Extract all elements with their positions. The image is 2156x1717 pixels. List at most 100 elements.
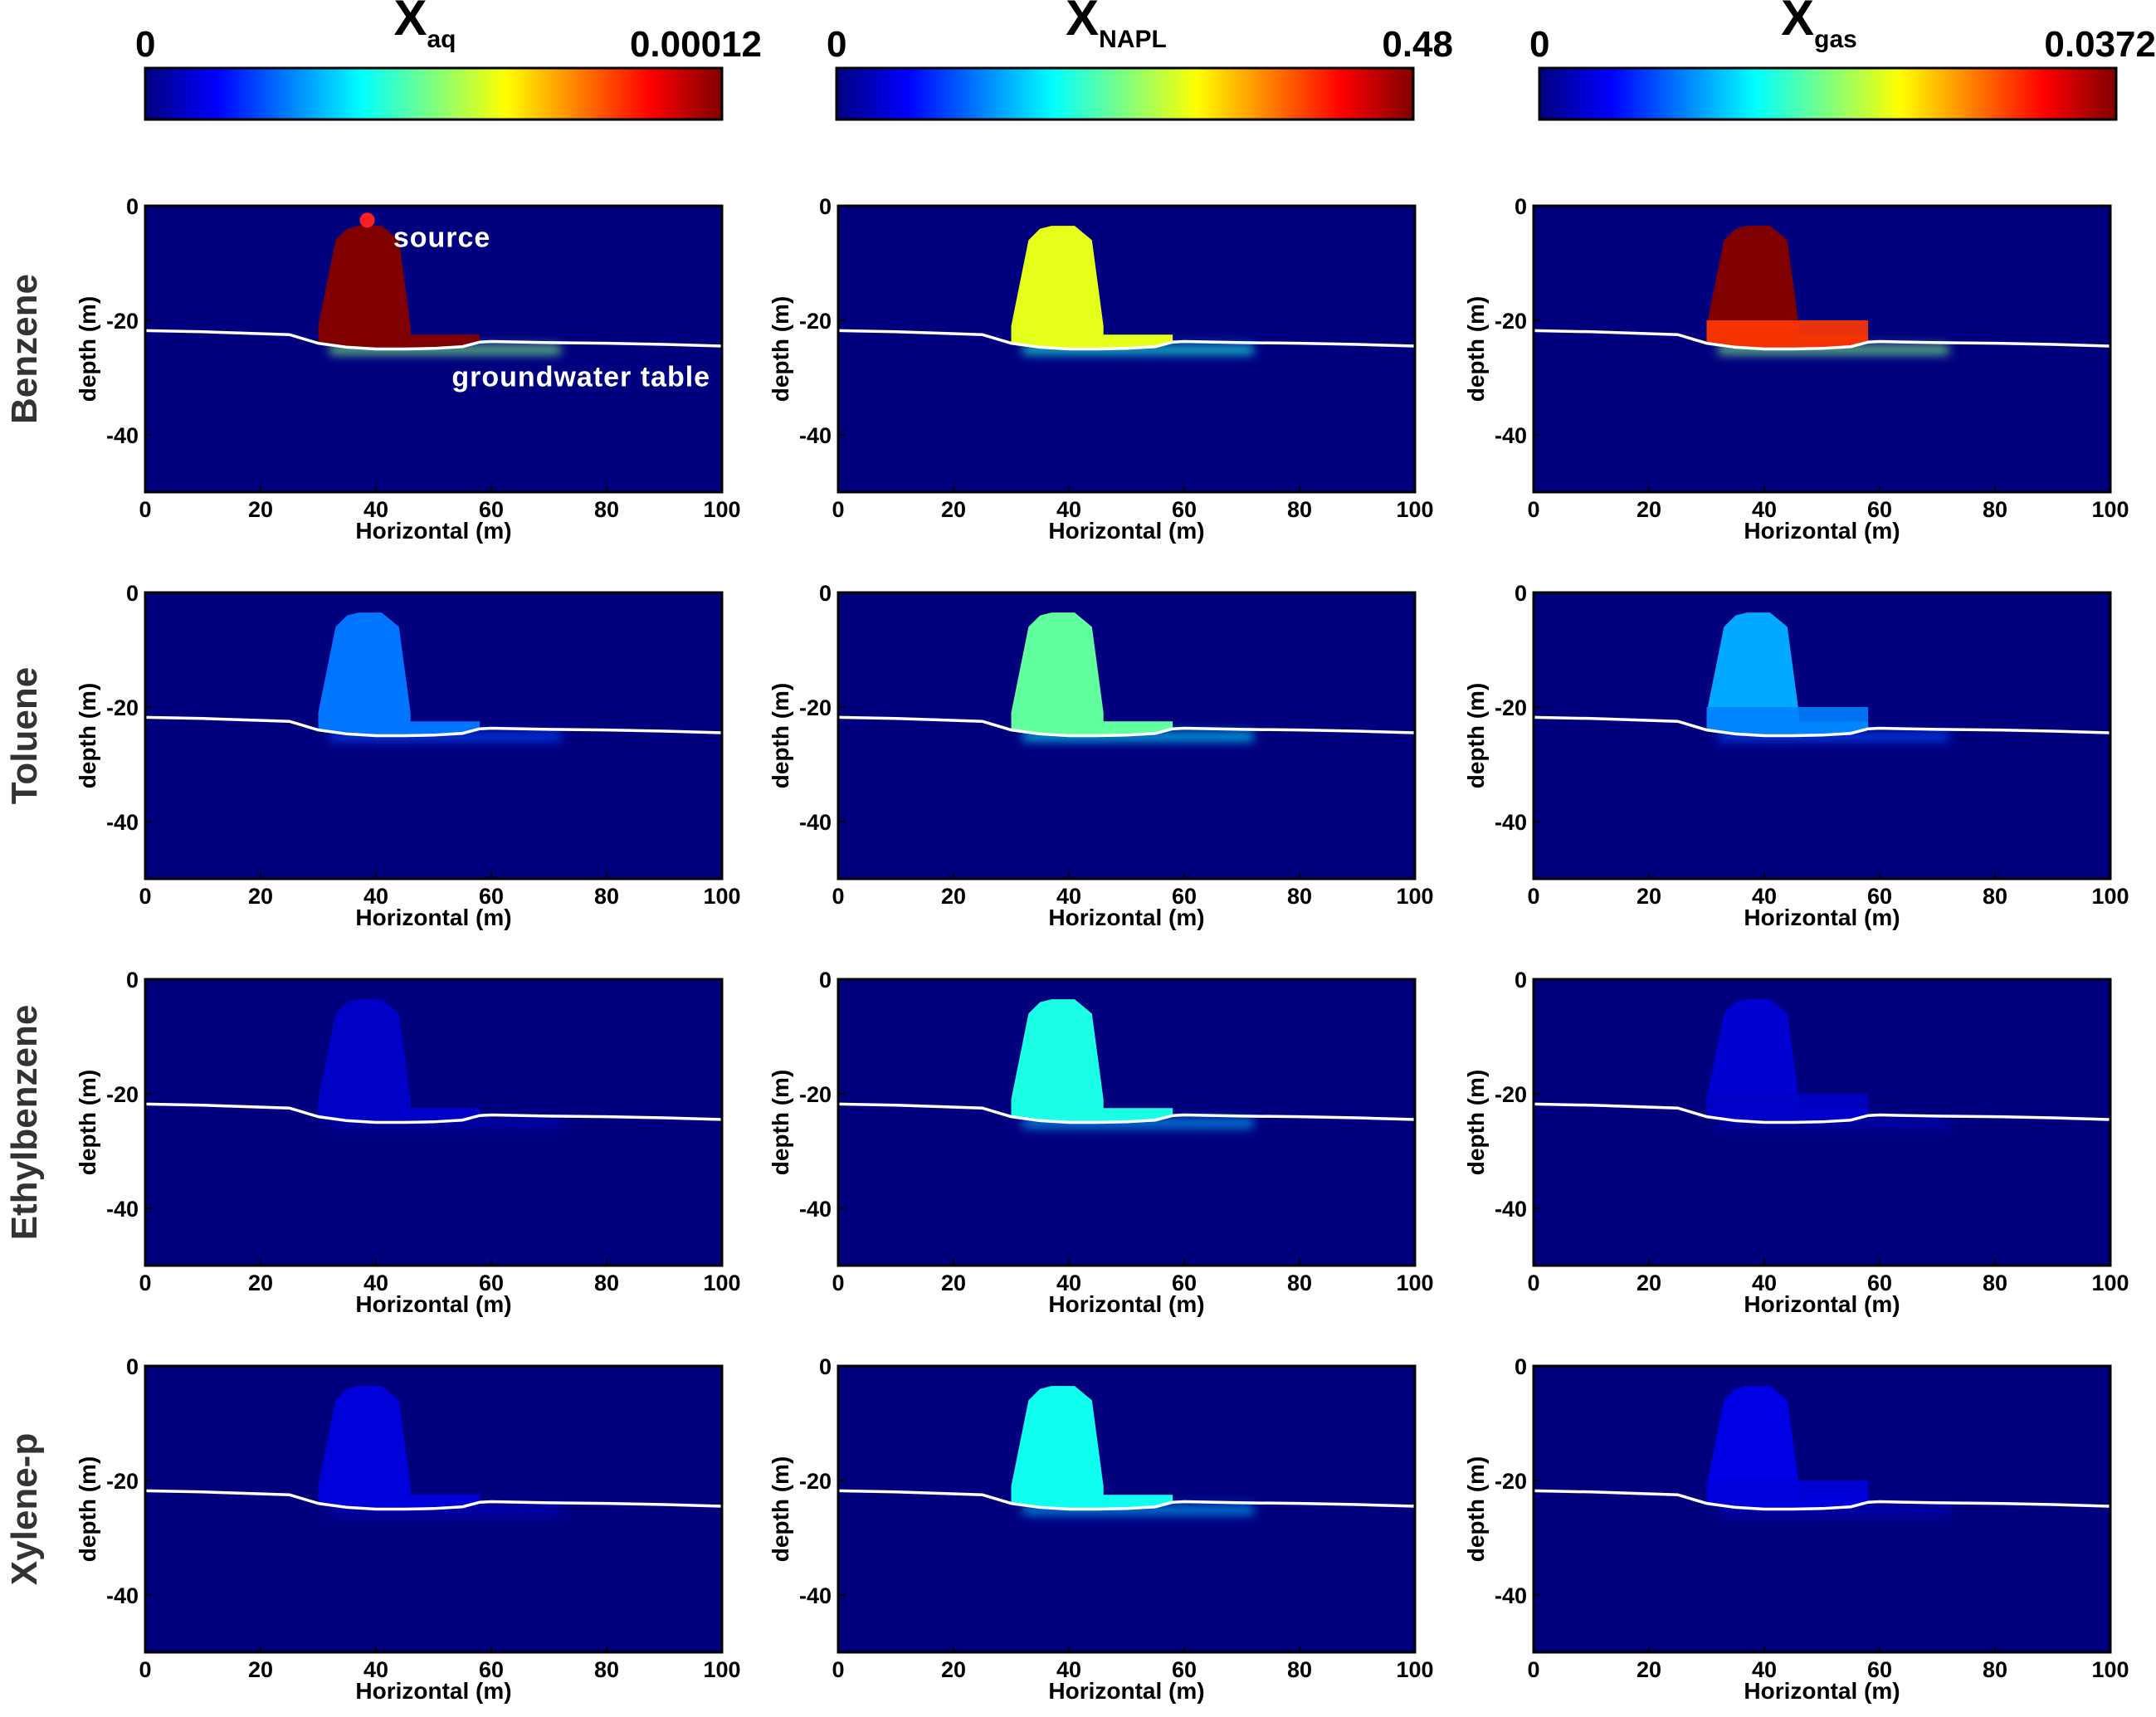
x-tick-label: 20 [1637,1657,1661,1682]
water-table-line [838,715,1415,738]
contaminant-body [1011,1386,1173,1510]
y-axis-label: depth (m) [1463,1456,1489,1563]
plot-frame [1532,591,2112,880]
y-tick-label: -40 [1495,1583,1527,1608]
lower-band [1706,1094,1869,1123]
colorbar-title: Xgas [1781,0,1857,53]
y-tick-label: -40 [106,1583,139,1608]
contaminant-body [1706,1386,1869,1510]
x-axis-label: Horizontal (m) [1744,518,1900,544]
colorbar-max-label: 0.0372 [2044,24,2156,65]
source-marker [359,212,375,228]
x-tick-label: 40 [1056,1271,1081,1295]
x-tick-label: 80 [594,1657,619,1682]
x-tick-label: 60 [1172,1271,1197,1295]
x-tick-label: 0 [1527,1271,1539,1295]
y-tick-label: 0 [1515,194,1527,219]
water-table-line [145,1102,722,1124]
x-tick-label: 60 [479,1657,504,1682]
x-tick-label: 40 [1752,1271,1777,1295]
y-tick-label: -40 [106,810,139,835]
colorbar-min-label: 0 [135,24,155,65]
y-tick-label: 0 [126,194,139,219]
x-axis-label: Horizontal (m) [1048,518,1204,544]
x-tick-label: 0 [832,884,844,909]
x-tick-label: 20 [941,1657,966,1682]
x-tick-label: 80 [1287,884,1312,909]
y-tick-label: 0 [126,1354,139,1379]
plot-frame [1532,1364,2112,1654]
plume-spread [329,1505,561,1515]
x-tick-label: 80 [1287,1271,1312,1295]
x-tick-label: 60 [1172,497,1197,522]
x-axis-label: Horizontal (m) [1048,1291,1204,1317]
colorbar-aq: 0 0.00012 Xaq [135,0,762,121]
x-tick-label: 40 [363,1657,388,1682]
contaminant-body [1011,999,1173,1123]
y-tick-label: -20 [799,1082,832,1107]
colorbar-min-label: 0 [827,24,846,65]
y-tick-label: 0 [1515,581,1527,606]
x-tick-label: 100 [703,1657,740,1682]
y-axis-label: depth (m) [75,296,100,402]
plot-frame [1532,204,2112,494]
water-table-annotation: groundwater table [451,361,710,393]
y-tick-label: -40 [1495,810,1527,835]
x-tick-label: 80 [1983,497,2007,522]
x-tick-label: 80 [1983,1271,2007,1295]
y-tick-label: 0 [819,581,832,606]
colorbar-gradient [835,66,1415,121]
x-tick-label: 0 [832,1271,844,1295]
contaminant-body [318,1386,480,1510]
panel-ethylbenzene-gas: 0 20 40 60 80 100 0 -20 -40 Horizontal (m) depth (… [1463,968,2129,1317]
x-tick-label: 0 [832,497,844,522]
x-tick-label: 40 [363,1271,388,1295]
x-tick-label: 80 [1983,1657,2007,1682]
panel-benzene-napl: 0 20 40 60 80 100 0 -20 -40 Horizontal (m) depth (… [768,194,1434,544]
colorbar-gradient [1538,66,2118,121]
colorbar-max-label: 0.00012 [630,24,762,65]
contaminant-body [318,612,480,736]
colorbar-napl: 0 0.48 XNAPL [827,0,1453,121]
x-tick-label: 20 [941,884,966,909]
y-axis-label: depth (m) [768,1456,793,1563]
x-tick-label: 40 [1752,497,1777,522]
panel-toluene-aq: 0 20 40 60 80 100 0 -20 -40 Horizontal (m) depth (… [75,581,741,930]
x-tick-label: 20 [1637,1271,1661,1295]
plume-spread [1718,732,1949,741]
x-tick-label: 60 [1172,1657,1197,1682]
y-tick-label: -40 [799,810,832,835]
y-tick-label: 0 [126,581,139,606]
x-tick-label: 100 [1396,1271,1433,1295]
plot-frame [144,1364,724,1654]
y-axis-label: depth (m) [75,1456,100,1563]
y-axis-label: depth (m) [75,1070,100,1176]
y-tick-label: -20 [799,1469,832,1494]
row-label-xylene-p: Xylene-p [4,1433,45,1585]
contaminant-body [1011,226,1173,349]
panel-ethylbenzene-napl: 0 20 40 60 80 100 0 -20 -40 Horizontal (m) depth (… [768,968,1434,1317]
water-table-line [145,1489,722,1511]
source-annotation: source [393,222,490,254]
x-tick-label: 60 [479,884,504,909]
plume-spread [1718,345,1949,354]
x-tick-label: 100 [703,1271,740,1295]
x-axis-label: Horizontal (m) [1744,1291,1900,1317]
x-tick-label: 80 [1983,884,2007,909]
y-tick-label: 0 [819,968,832,993]
panel-xylene-p-aq: 0 20 40 60 80 100 0 -20 -40 Horizontal (m) depth (… [75,1354,741,1704]
water-table-line [145,715,722,738]
y-tick-label: 0 [1515,968,1527,993]
x-tick-label: 60 [479,1271,504,1295]
contaminant-body [1706,612,1869,736]
x-axis-label: Horizontal (m) [355,905,511,930]
y-axis-label: depth (m) [768,1070,793,1176]
x-axis-label: Horizontal (m) [355,1678,511,1704]
colorbar-gradient [144,66,724,121]
x-tick-label: 0 [1527,497,1539,522]
x-axis-label: Horizontal (m) [1048,1678,1204,1704]
plume-spread [1022,732,1254,741]
x-tick-label: 0 [1527,1657,1539,1682]
y-axis-label: depth (m) [75,683,100,789]
x-tick-label: 80 [594,1271,619,1295]
